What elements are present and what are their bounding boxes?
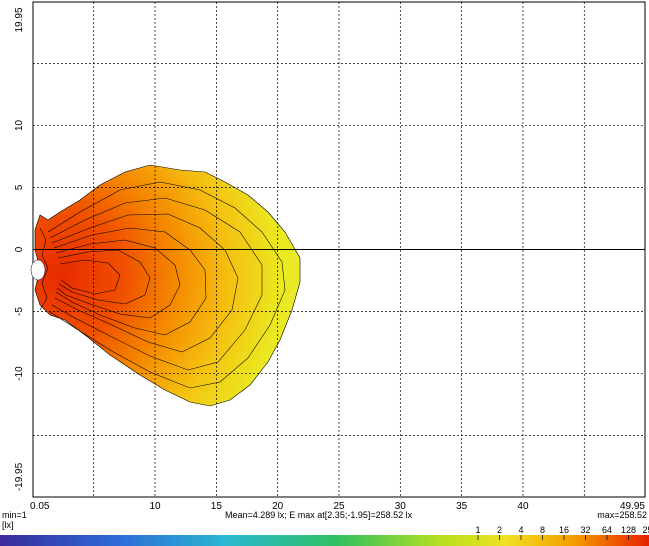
y-tick-1: 10 (14, 119, 25, 131)
scale-tick-label-2: 4 (518, 525, 523, 535)
scale-tick-label-0: 1 (475, 525, 480, 535)
x-tick-5: 30 (395, 501, 407, 512)
scale-tick-label-5: 32 (580, 525, 590, 535)
grid (33, 2, 645, 497)
x-tick-2: 15 (211, 501, 223, 512)
contour-lines (39, 181, 286, 389)
scale-tick-label-1: 2 (497, 525, 502, 535)
x-tick-0: 0.05 (30, 501, 50, 512)
x-tick-6: 35 (456, 501, 468, 512)
scale-tick-label-3: 8 (540, 525, 545, 535)
x-tick-8: 49.95 (620, 501, 645, 512)
scale-tick-label-6: 64 (602, 525, 612, 535)
y-tick-labels: 19.95 10 5 0 -5 -10 -19.95 (14, 7, 25, 491)
x-tick-7: 40 (517, 501, 529, 512)
source-hole (30, 259, 46, 281)
illuminance-field (30, 164, 301, 407)
y-tick-5: -10 (14, 366, 25, 381)
y-tick-0: 19.95 (14, 7, 25, 32)
stats-label: Mean=4.289 lx; E max at[2.35;-1.95]=258.… (225, 510, 413, 520)
y-tick-2: 5 (14, 184, 25, 190)
color-scale-ticks: 1 2 4 8 16 32 64 128 256 (475, 525, 649, 540)
max-label: max=258.52 (597, 510, 647, 520)
x-tick-labels: 0.05 10 15 20 25 30 35 40 49.95 (30, 501, 645, 512)
scale-tick-label-8: 256 (642, 525, 649, 535)
scale-tick-label-4: 16 (559, 525, 569, 535)
outer-region (34, 164, 301, 407)
color-scale-bar (0, 535, 649, 546)
scale-tick-label-7: 128 (621, 525, 636, 535)
x-tick-4: 25 (333, 501, 345, 512)
x-tick-3: 20 (272, 501, 284, 512)
min-label: min=1 (2, 510, 27, 520)
y-tick-4: -5 (14, 307, 25, 316)
y-tick-3: 0 (14, 246, 25, 252)
x-tick-1: 10 (149, 501, 161, 512)
y-tick-6: -19.95 (14, 462, 25, 491)
unit-label: [lx] (2, 520, 14, 530)
